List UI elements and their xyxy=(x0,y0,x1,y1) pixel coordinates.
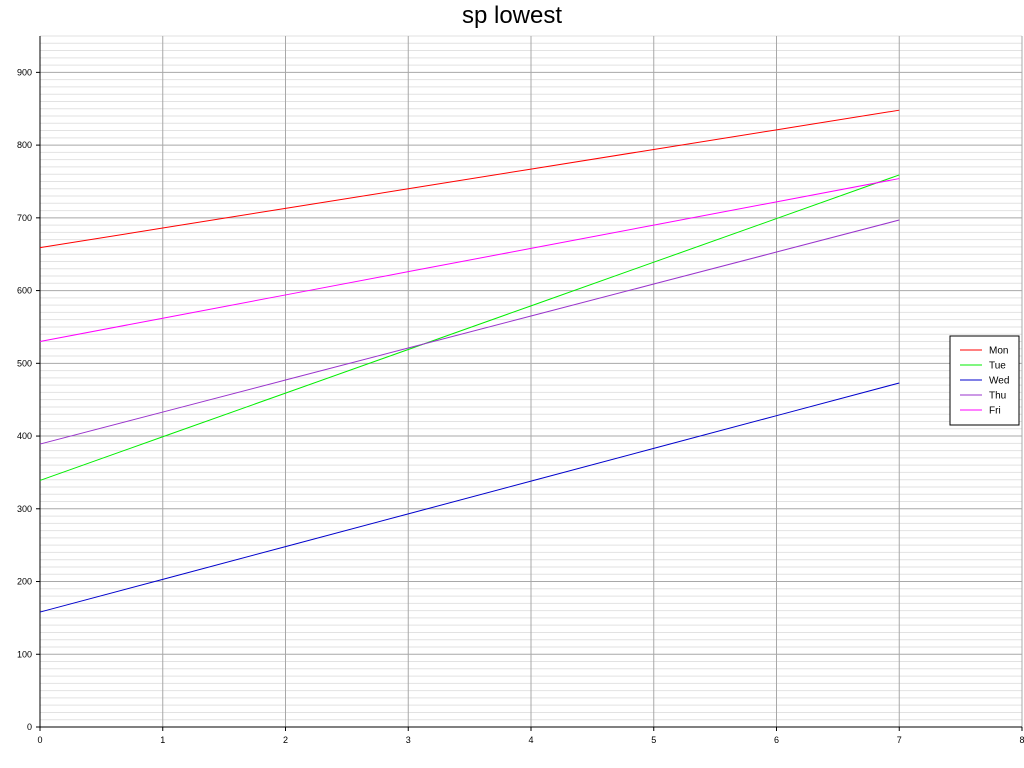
legend-entry-thu: Thu xyxy=(989,391,1006,402)
x-tick-label: 2 xyxy=(283,735,288,745)
series-line-tue xyxy=(39,174,900,481)
legend-entry-fri: Fri xyxy=(989,406,1001,417)
series-line-wed xyxy=(39,382,900,613)
y-tick-label: 700 xyxy=(17,213,32,223)
legend: Mon Tue Wed Thu Fri xyxy=(949,335,1020,426)
y-tick-label: 400 xyxy=(17,431,32,441)
legend-entry-tue: Tue xyxy=(989,361,1006,372)
series-lines xyxy=(39,109,900,613)
x-tick-label: 1 xyxy=(160,735,165,745)
major-gridlines xyxy=(40,36,1023,727)
y-tick-label: 900 xyxy=(17,67,32,77)
axes xyxy=(36,36,1023,731)
x-tick-label: 5 xyxy=(651,735,656,745)
series-line-thu xyxy=(39,219,900,445)
x-tick-label: 8 xyxy=(1019,735,1024,745)
y-tick-label: 600 xyxy=(17,286,32,296)
x-tick-label: 0 xyxy=(37,735,42,745)
series-line-mon xyxy=(39,109,900,249)
y-tick-label: 800 xyxy=(17,140,32,150)
tick-labels: 0 100 200 300 400 500 600 700 800 900 0 1 2 3 4 5 6 7 8 xyxy=(17,67,1024,745)
y-tick-label: 300 xyxy=(17,504,32,514)
y-tick-label: 500 xyxy=(17,358,32,368)
legend-entry-wed: Wed xyxy=(989,376,1009,387)
legend-entry-mon: Mon xyxy=(989,346,1008,357)
x-tick-label: 3 xyxy=(406,735,411,745)
x-tick-label: 4 xyxy=(528,735,533,745)
x-tick-label: 7 xyxy=(897,735,902,745)
chart-title: sp lowest xyxy=(461,2,563,29)
series-line-fri xyxy=(39,178,900,342)
x-tick-label: 6 xyxy=(774,735,779,745)
y-tick-label: 200 xyxy=(17,577,32,587)
y-tick-label: 100 xyxy=(17,649,32,659)
y-tick-label: 0 xyxy=(27,722,32,732)
